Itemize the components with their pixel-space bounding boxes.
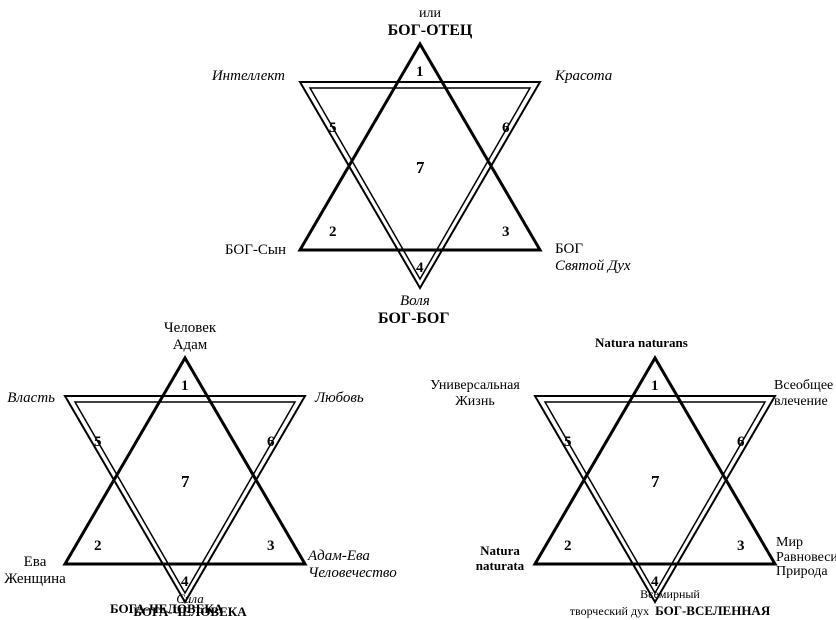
top-r3: 3 [502,224,510,241]
top-v-br-l2: Святой Дух [555,258,631,275]
top-r2: 2 [329,224,337,241]
top-r4: 4 [416,260,424,277]
br-bottom-block: Всемирный творческий дух БОГ-ВСЕЛЕННАЯ [540,588,800,620]
br-top-label: Natura naturans [595,336,688,351]
br-bottom-prefix2: творческий дух [570,604,655,618]
bl-v-br-l2: Человечество [308,565,397,582]
br-v-br-l1: Мир [776,536,836,551]
br-r3: 3 [737,538,745,555]
bl-r2: 2 [94,538,102,555]
bl-r4: 4 [181,574,189,591]
bl-r3: 3 [267,538,275,555]
br-v-bl-l2: naturata [465,559,535,574]
br-v-tl-l2: Жизнь [420,394,530,410]
bl-top-l1: Человек [140,320,240,337]
bl-r5: 5 [94,434,102,451]
bl-v-br: Адам-Ева Человечество [308,548,397,583]
br-v-tr: Всеобщее влечение [774,378,833,410]
br-v-br-l3: Природа [776,565,836,580]
br-r7: 7 [651,472,660,492]
bl-v-br-l1: Адам-Ева [308,548,397,565]
br-v-tl: Универсальная Жизнь [420,378,530,410]
br-v-br-l2: Равновесие [776,551,836,566]
top-r1: 1 [416,64,424,81]
bl-top-l2: Адам [140,337,240,354]
bl-bottom-clean-l2: БОГА-ЧЕЛОВЕКА [70,605,310,618]
br-r2: 2 [564,538,572,555]
top-r5: 5 [329,120,337,137]
bl-v-bl-l2: Женщина [0,571,70,588]
bl-bottom-clean: Сила БОГА-ЧЕЛОВЕКА [70,592,310,618]
br-v-bl: Natura naturata [465,544,535,574]
br-v-bl-l1: Natura [465,544,535,559]
top-r6: 6 [502,120,510,137]
top-v-tl: Интеллект [210,68,285,85]
bl-v-tl: Власть [0,390,55,407]
hexagram-top-title: или БОГ-ОТЕЦ [380,6,480,40]
bl-r6: 6 [267,434,275,451]
br-main-title: БОГ-ВСЕЛЕННАЯ [655,603,770,618]
bl-top-label: Человек Адам [140,320,240,355]
bl-r1: 1 [181,378,189,395]
br-r6: 6 [737,434,745,451]
top-bottom-title: БОГ-БОГ [378,310,450,328]
br-v-tl-l1: Универсальная [420,378,530,394]
bl-v-bl: Ева Женщина [0,554,70,589]
br-r5: 5 [564,434,572,451]
top-title-main: БОГ-ОТЕЦ [380,22,480,40]
top-v-br-l1: БОГ [555,241,631,258]
br-v-tr-l2: влечение [774,394,833,410]
bl-v-tr: Любовь [315,390,364,407]
bl-v-bl-l1: Ева [0,554,70,571]
br-r1: 1 [651,378,659,395]
top-v-bl: БОГ-Сын [206,242,286,259]
top-v-bottom: Воля [400,293,430,310]
top-r7: 7 [416,158,425,178]
top-title-prefix: или [380,6,480,22]
br-v-tr-l1: Всеобщее [774,378,833,394]
top-v-br: БОГ Святой Дух [555,241,631,276]
br-bottom-prefix: Всемирный [540,588,800,602]
top-v-tr: Красота [555,68,612,85]
br-v-br: Мир Равновесие Природа [776,536,836,580]
bl-r7: 7 [181,472,190,492]
